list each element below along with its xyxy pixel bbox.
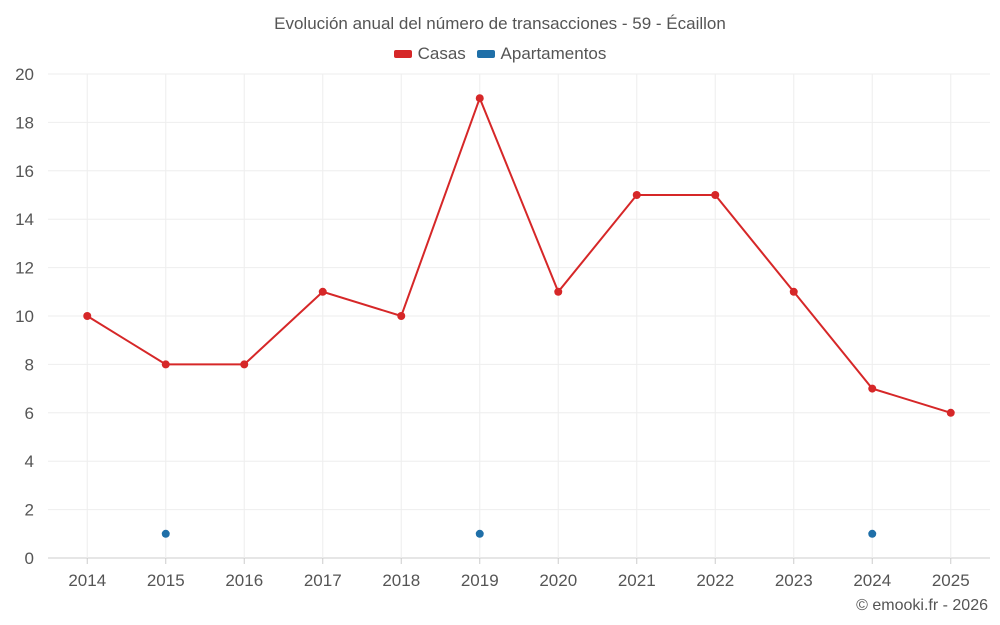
data-point-casas: [868, 384, 877, 393]
legend-item-apartamentos[interactable]: Apartamentos: [476, 44, 607, 64]
chart-title: Evolución anual del número de transaccio…: [274, 14, 726, 33]
y-tick-label: 16: [15, 162, 34, 181]
x-tick-label: 2019: [461, 571, 499, 590]
x-tick-label: 2020: [539, 571, 577, 590]
x-tick-label: 2022: [696, 571, 734, 590]
x-tick-label: 2016: [225, 571, 263, 590]
data-point-casas: [240, 360, 249, 369]
legend: Casas Apartamentos: [0, 44, 1000, 64]
data-point-casas: [632, 191, 641, 199]
legend-item-casas[interactable]: Casas: [393, 44, 466, 64]
y-tick-label: 18: [15, 113, 34, 132]
credit: © emooki.fr - 2026: [856, 597, 988, 614]
data-point-casas: [946, 408, 955, 417]
x-tick-label: 2015: [147, 571, 185, 590]
y-tick-label: 6: [25, 404, 34, 423]
data-point-apartamentos: [161, 529, 170, 538]
y-tick-label: 20: [15, 65, 34, 84]
data-point-casas: [711, 191, 720, 199]
y-tick-label: 8: [25, 355, 34, 374]
x-tick-label: 2025: [932, 571, 970, 590]
y-tick-label: 10: [15, 307, 34, 326]
data-point-casas: [397, 312, 406, 320]
y-tick-label: 2: [25, 501, 34, 520]
data-point-apartamentos: [475, 529, 484, 538]
data-point-casas: [83, 312, 92, 320]
data-point-casas: [475, 94, 484, 103]
x-tick-label: 2023: [775, 571, 813, 590]
y-tick-label: 12: [15, 259, 34, 278]
legend-swatch-casas: [393, 49, 412, 58]
legend-label-apartamentos: Apartamentos: [500, 44, 607, 63]
legend-swatch-apartamentos: [476, 49, 495, 58]
x-tick-label: 2017: [304, 571, 342, 590]
data-point-casas: [161, 360, 170, 369]
data-point-casas: [554, 287, 563, 296]
y-tick-label: 0: [25, 549, 34, 568]
x-tick-label: 2018: [382, 571, 420, 590]
y-tick-label: 4: [25, 452, 34, 471]
data-point-casas: [318, 287, 327, 296]
x-tick-label: 2021: [618, 571, 656, 590]
x-tick-label: 2024: [853, 571, 891, 590]
x-tick-label: 2014: [68, 571, 106, 590]
series-line-casas: [86, 95, 952, 414]
data-point-apartamentos: [868, 529, 877, 538]
legend-label-casas: Casas: [417, 44, 466, 63]
y-tick-label: 14: [15, 210, 34, 229]
data-point-casas: [789, 287, 798, 296]
